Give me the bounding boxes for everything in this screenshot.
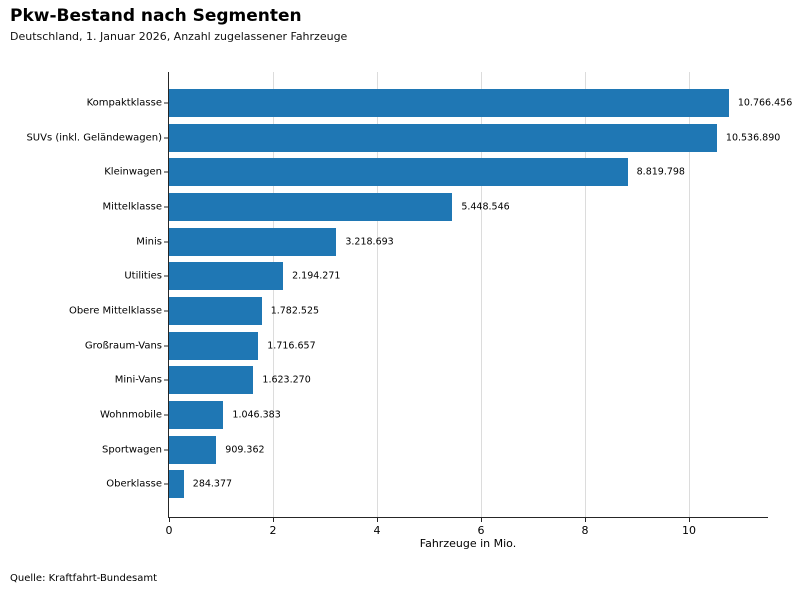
- category-label: Oberklasse: [106, 478, 162, 490]
- value-label: 5.448.546: [461, 201, 510, 213]
- category-label: Sportwagen: [102, 444, 162, 456]
- bar: [169, 193, 453, 222]
- y-tick-mark: [164, 275, 168, 277]
- y-tick-mark: [164, 483, 168, 485]
- x-tick-mark: [481, 518, 482, 522]
- value-label: 3.218.693: [345, 236, 394, 248]
- value-label: 10.536.890: [725, 132, 781, 144]
- y-tick-mark: [164, 310, 168, 312]
- plot-area: 10.766.456 10.536.890 8.819.798 5.448.546 3.…: [168, 72, 792, 518]
- y-tick-mark: [164, 449, 168, 451]
- x-axis-label: Fahrzeuge in Mio.: [419, 537, 517, 550]
- source-note: Quelle: Kraftfahrt-Bundesamt: [10, 573, 157, 584]
- x-tick-mark: [273, 518, 274, 522]
- y-tick-mark: [164, 102, 168, 104]
- gridline: [273, 72, 274, 517]
- value-label: 284.377: [192, 478, 233, 490]
- x-tick-label: 0: [165, 524, 173, 537]
- chart-subtitle: Deutschland, 1. Januar 2026, Anzahl zuge…: [10, 30, 348, 43]
- x-tick-mark: [377, 518, 378, 522]
- gridline: [481, 72, 482, 517]
- bar: [169, 262, 284, 291]
- y-tick-mark: [164, 379, 168, 381]
- bar: [169, 89, 729, 118]
- y-tick-mark: [164, 414, 168, 416]
- x-tick-mark: [689, 518, 690, 522]
- category-label: Obere Mittelklasse: [68, 305, 162, 317]
- category-label: Kleinwagen: [104, 166, 162, 178]
- category-label: Mini-Vans: [114, 374, 162, 386]
- value-label: 10.766.456: [737, 97, 793, 109]
- y-tick-mark: [164, 345, 168, 347]
- bar: [169, 158, 628, 187]
- x-tick-label: 8: [581, 524, 589, 537]
- value-label: 8.819.798: [636, 166, 685, 178]
- y-tick-mark: [164, 206, 168, 208]
- x-tick-label: 6: [477, 524, 485, 537]
- y-tick-mark: [164, 241, 168, 243]
- gridline: [377, 72, 378, 517]
- bar: [169, 297, 262, 326]
- value-label: 1.716.657: [267, 340, 316, 352]
- value-label: 2.194.271: [292, 270, 341, 282]
- category-label: SUVs (inkl. Geländewagen): [26, 132, 162, 144]
- gridline: [585, 72, 586, 517]
- y-tick-mark: [164, 171, 168, 173]
- category-label: Kompaktklasse: [86, 97, 162, 109]
- value-label: 1.782.525: [270, 305, 320, 317]
- x-tick-label: 10: [682, 524, 696, 537]
- category-label: Wohnmobile: [99, 409, 162, 421]
- bar: [169, 470, 184, 499]
- x-tick-label: 2: [269, 524, 277, 537]
- category-label: Großraum-Vans: [84, 340, 162, 352]
- x-tick-mark: [169, 518, 170, 522]
- value-label: 1.623.270: [262, 374, 311, 386]
- bar: [169, 123, 717, 152]
- y-tick-mark: [164, 137, 168, 139]
- gridline: [689, 72, 690, 517]
- bar: [169, 227, 337, 256]
- bar: [169, 435, 217, 464]
- category-label: Mittelklasse: [102, 201, 162, 213]
- bar: [169, 400, 224, 429]
- value-label: 909.362: [225, 444, 265, 456]
- value-label: 1.046.383: [232, 409, 281, 421]
- category-label: Minis: [136, 236, 162, 248]
- x-tick-label: 4: [373, 524, 381, 537]
- bar: [169, 366, 254, 395]
- x-tick-mark: [585, 518, 586, 522]
- bar: [169, 331, 259, 360]
- chart-title: Pkw-Bestand nach Segmenten: [10, 6, 302, 26]
- category-label: Utilities: [124, 270, 162, 282]
